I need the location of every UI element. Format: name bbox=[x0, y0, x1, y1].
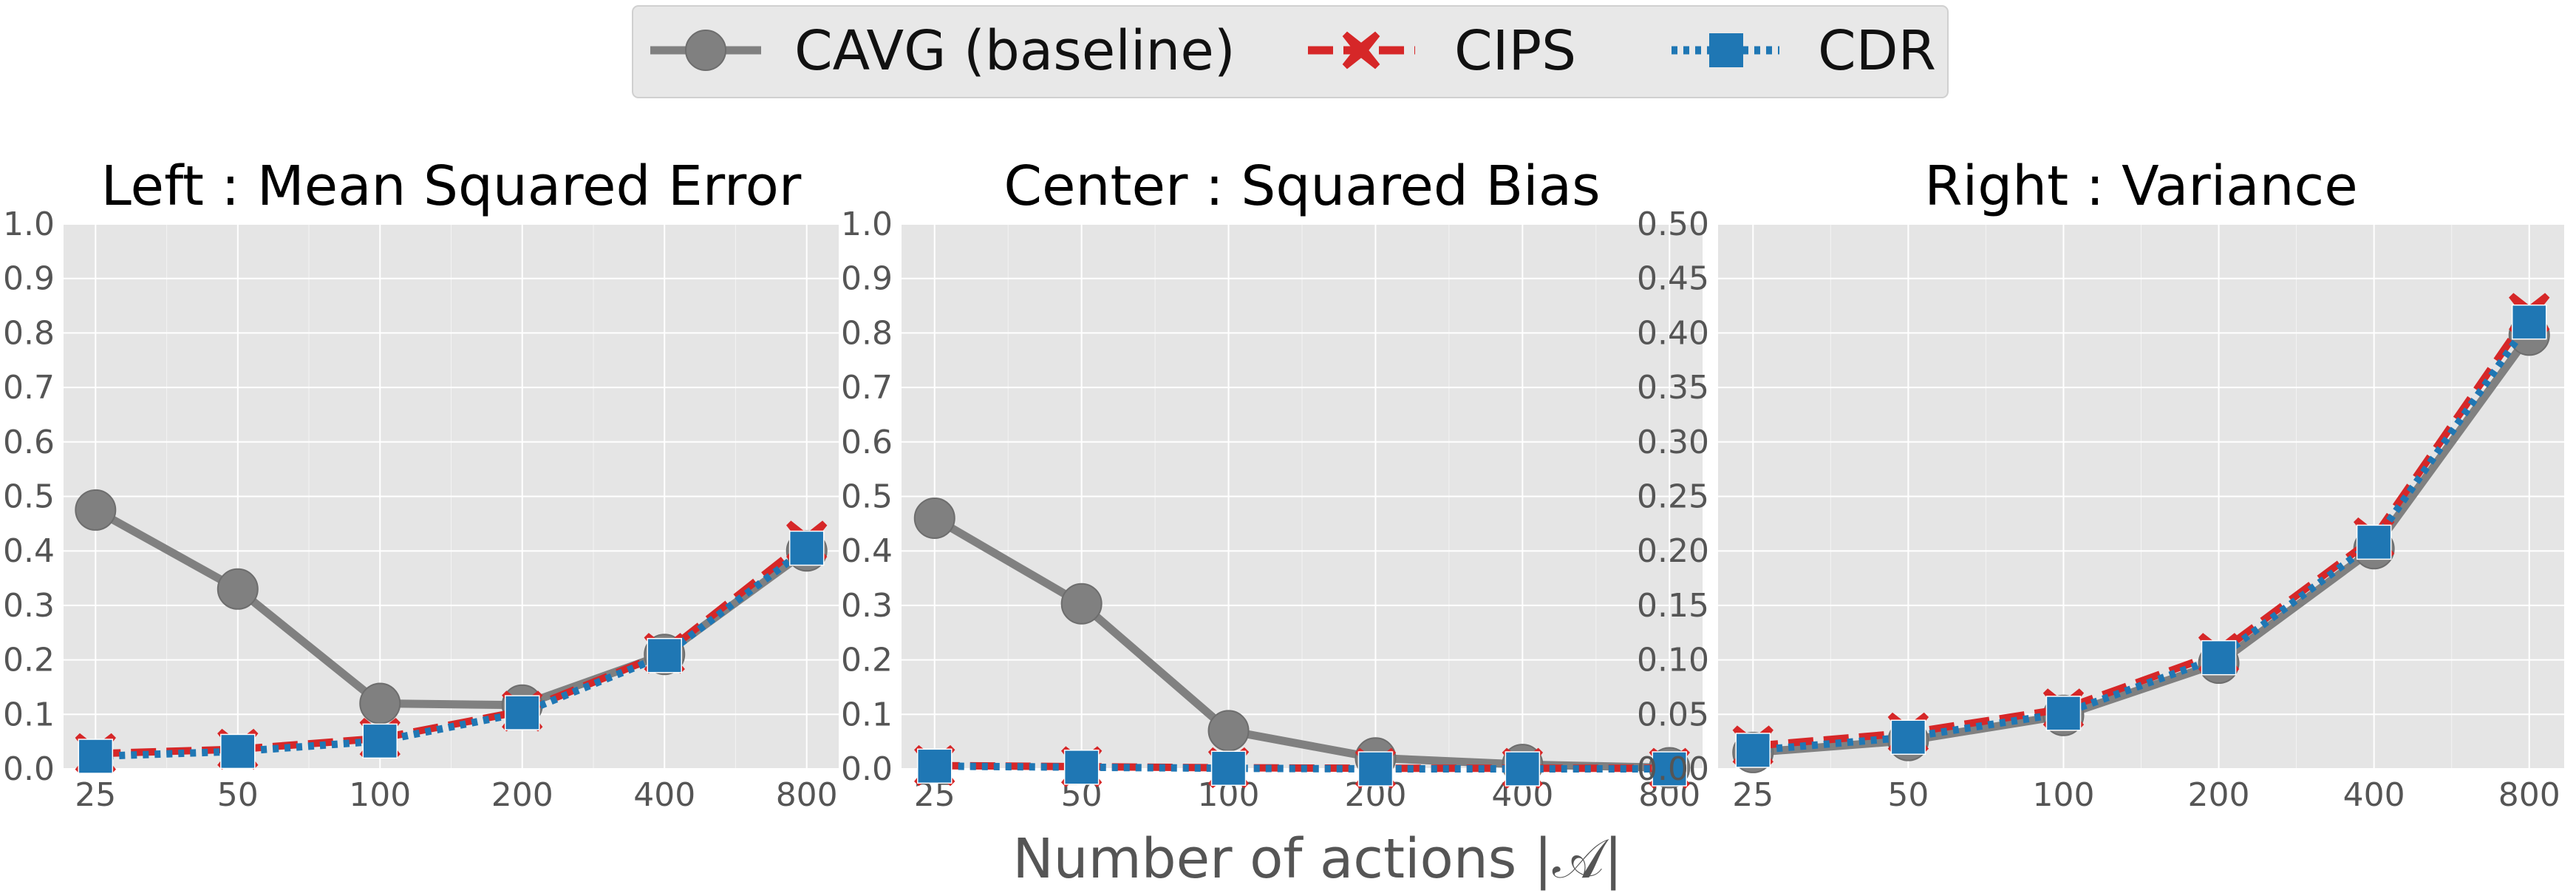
panel-1-series-cavg-baseline-point bbox=[359, 682, 401, 724]
panel-2-series-cdr-point bbox=[1210, 750, 1247, 787]
panel-1-series-cavg-baseline-point bbox=[75, 489, 117, 531]
panel-1-x-tick-label: 400 bbox=[633, 776, 695, 814]
panel-3-y-tick-label: 0.30 bbox=[1637, 424, 1709, 461]
panel-1-y-tick-label: 0.1 bbox=[3, 696, 55, 733]
panel-3-series-cdr-point bbox=[2511, 304, 2547, 340]
panel-1-y-tick-label: 1.0 bbox=[3, 206, 55, 243]
panel-2-series-cdr-point bbox=[1063, 750, 1100, 785]
panel-2-series-cdr bbox=[917, 748, 1687, 787]
panel-1-series-cdr-point bbox=[220, 733, 256, 770]
panel-2-y-tick-label: 0.8 bbox=[841, 314, 893, 352]
panel-3-title: Right : Variance bbox=[1924, 155, 2358, 218]
panel-2-series-cdr-point bbox=[1652, 751, 1687, 787]
panel-3-series-cdr bbox=[1735, 304, 2547, 768]
panel-1-y-tick-label: 0.8 bbox=[3, 314, 55, 352]
panel-2-series-cdr-point bbox=[1357, 751, 1394, 787]
legend: CAVG (baseline) CIPS CDR bbox=[632, 5, 1949, 98]
legend-marker-cavg bbox=[685, 30, 726, 71]
legend-item-cavg: CAVG (baseline) bbox=[650, 19, 1236, 83]
panel-1-y-tick-label: 0.7 bbox=[3, 369, 55, 407]
panel-3-x-tick-label: 100 bbox=[2032, 776, 2094, 814]
panel-3-series-cdr-point bbox=[1890, 719, 1926, 756]
panel-3-x-tick-label: 50 bbox=[1887, 776, 1929, 814]
legend-label-cips: CIPS bbox=[1454, 19, 1576, 83]
panel-1-series-cdr-point bbox=[647, 637, 682, 673]
panel-1-series-cdr bbox=[78, 530, 825, 774]
legend-item-cdr: CDR bbox=[1672, 19, 1936, 83]
panel-3-y-tick-label: 0.05 bbox=[1637, 696, 1709, 733]
panel-3-series-cdr-point bbox=[1735, 733, 1771, 768]
panel-2-series-cdr-point bbox=[1505, 751, 1541, 787]
panel-1: 0.0 0.1 0.2 0.3 0.4 0.5 0.6 0.7 0.8 0.9 1.0 25 50 100… bbox=[3, 155, 839, 814]
panel-2-series-cavg-baseline-point bbox=[1207, 710, 1250, 752]
panel-2-series-cdr-line bbox=[934, 762, 1670, 773]
panel-2-y-tick-label: 1.0 bbox=[841, 206, 893, 243]
panel-1-series-cdr-point bbox=[504, 695, 540, 730]
panel-3-series-cdr-point bbox=[2201, 639, 2237, 676]
panel-2-y-tick-label: 0.0 bbox=[841, 750, 893, 788]
panel-3-y-tick-label: 0.15 bbox=[1637, 587, 1709, 625]
panel-3-series-cdr-point bbox=[2356, 524, 2392, 560]
panel-2-y-tick-label: 0.9 bbox=[841, 260, 893, 298]
legend-marker-cips bbox=[1342, 31, 1380, 69]
panel-1-series-cdr-point bbox=[788, 530, 825, 566]
panel-3: 0.00 0.05 0.10 0.15 0.20 0.25 0.30 0.35 0.40 0.45… bbox=[1637, 155, 2564, 814]
panel-2-y-tick-label: 0.2 bbox=[841, 642, 893, 679]
panel-2-y-tick-label: 0.6 bbox=[841, 424, 893, 461]
panel-1-series-cdr-point bbox=[362, 723, 398, 759]
panel-1-y-tick-label: 0.2 bbox=[3, 642, 55, 679]
legend-item-cips: CIPS bbox=[1308, 19, 1576, 83]
panel-1-y-tick-label: 0.4 bbox=[3, 532, 55, 570]
panel-2: 0.00.10.20.30.40.50.60.70.80.91.025 50 100… bbox=[841, 155, 1703, 814]
chart-panels: 0.0 0.1 0.2 0.3 0.4 0.5 0.6 0.7 0.8 0.9 1.0 25 50 100… bbox=[3, 155, 2564, 814]
panel-1-series-cavg-baseline-point bbox=[217, 568, 259, 610]
legend-marker-cdr bbox=[1709, 33, 1743, 67]
panel-2-series-cavg-baseline-point bbox=[1060, 583, 1103, 625]
legend-box bbox=[632, 5, 1949, 98]
panel-2-y-tick-label: 0.3 bbox=[841, 587, 893, 625]
panel-2-y-tick-label: 0.1 bbox=[841, 696, 893, 733]
panel-1-x-tick-label: 50 bbox=[217, 776, 259, 814]
panel-1-y-tick-label: 0.0 bbox=[3, 750, 55, 788]
panel-3-x-tick-label: 25 bbox=[1732, 776, 1773, 814]
panel-2-series-cavg-baseline-point bbox=[913, 497, 955, 539]
x-axis-label: Number of actions |𝒜| bbox=[1012, 827, 1622, 891]
panel-3-y-tick-label: 0.45 bbox=[1637, 260, 1709, 298]
panel-1-x-tick-label: 200 bbox=[491, 776, 553, 814]
panel-1-x-tick-label: 25 bbox=[75, 776, 116, 814]
panel-2-y-tick-label: 0.5 bbox=[841, 478, 893, 516]
panel-3-y-tick-label: 0.00 bbox=[1637, 750, 1709, 788]
panel-3-y-tick-label: 0.50 bbox=[1637, 206, 1709, 243]
panel-3-y-tick-label: 0.20 bbox=[1637, 532, 1709, 570]
panel-1-x-tick-label: 100 bbox=[349, 776, 411, 814]
panel-3-y-tick-label: 0.10 bbox=[1637, 642, 1709, 679]
panel-1-y-tick-label: 0.5 bbox=[3, 478, 55, 516]
panel-1-series-cdr-point bbox=[78, 739, 114, 774]
panel-3-series-cips-line bbox=[1752, 311, 2532, 750]
panel-2-y-tick-label: 0.4 bbox=[841, 532, 893, 570]
panel-1-y-tick-label: 0.6 bbox=[3, 424, 55, 461]
panel-1-x-tick-label: 800 bbox=[776, 776, 838, 814]
panel-3-y-tick-label: 0.25 bbox=[1637, 478, 1709, 516]
panel-2-series-cdr-point bbox=[917, 748, 953, 784]
panel-1-y-tick-label: 0.9 bbox=[3, 260, 55, 298]
panel-3-x-tick-label: 800 bbox=[2498, 776, 2560, 814]
panel-2-y-tick-label: 0.7 bbox=[841, 369, 893, 407]
panel-1-series-cdr-line bbox=[95, 545, 809, 761]
panel-3-y-tick-label: 0.40 bbox=[1637, 314, 1709, 352]
panel-3-x-tick-label: 400 bbox=[2343, 776, 2405, 814]
panel-2-title: Center : Squared Bias bbox=[1004, 155, 1600, 218]
legend-label-cavg: CAVG (baseline) bbox=[794, 19, 1236, 83]
panel-3-y-tick-label: 0.35 bbox=[1637, 369, 1709, 407]
panel-3-series-cdr-point bbox=[2045, 696, 2082, 731]
legend-label-cdr: CDR bbox=[1818, 19, 1936, 83]
panel-1-y-tick-label: 0.3 bbox=[3, 587, 55, 625]
panel-3-series-cdr-line bbox=[1752, 319, 2532, 754]
panel-1-title: Left : Mean Squared Error bbox=[101, 155, 802, 218]
panel-3-x-tick-label: 200 bbox=[2188, 776, 2250, 814]
